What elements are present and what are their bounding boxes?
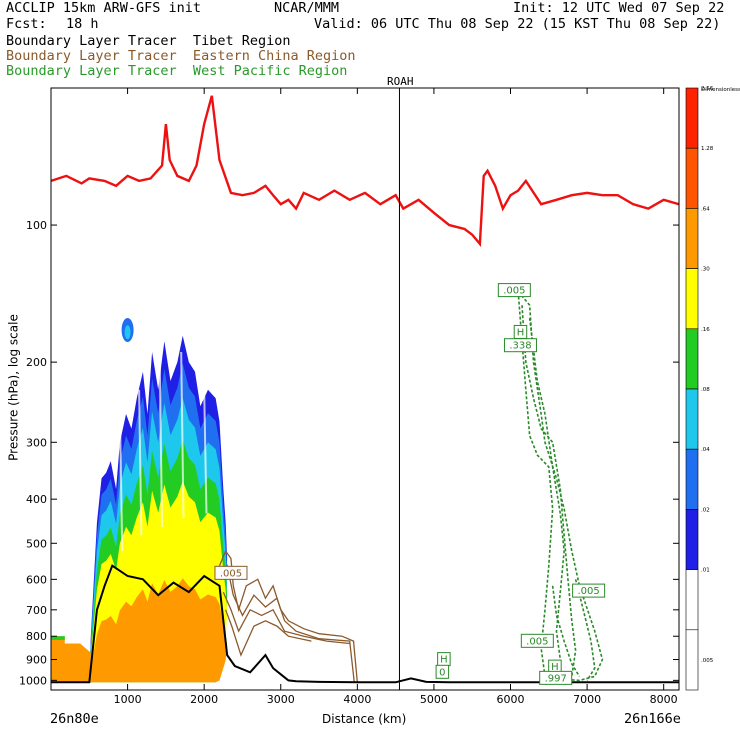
plume-gap-2	[158, 362, 164, 527]
y-tick-label-900: 900	[26, 654, 47, 667]
eastern-china-contour-2	[222, 591, 350, 645]
annotation-box-3	[214, 565, 248, 580]
colorbar-swatch-3	[685, 268, 699, 330]
x-tick-label-5000: 5000	[420, 693, 448, 706]
colorbar-swatch-9	[685, 629, 699, 691]
fcst-label: Fcst:	[6, 16, 47, 32]
colorbar-label-10: Dimensionless	[701, 87, 740, 93]
colorbar-swatch-4	[685, 328, 699, 390]
eastern-china-contour-1	[218, 563, 355, 683]
annotation-6: H	[440, 655, 448, 666]
fcst-value: 18 h	[66, 16, 99, 32]
legend-tibet: Boundary Layer Tracer Tibet Region	[6, 33, 291, 49]
west-pacific-contour-3	[528, 317, 565, 679]
y-tick-label-100: 100	[26, 219, 47, 232]
x-start-label: 26n80e	[50, 711, 99, 727]
annotation-4: .005	[577, 586, 599, 597]
y-tick-label-600: 600	[26, 573, 47, 586]
y-tick-label-1000: 1000	[19, 674, 47, 687]
plume-gap-4	[203, 389, 208, 514]
colorbar-label-8: 1.28	[701, 146, 714, 152]
eastern-china-contour-3	[225, 609, 312, 657]
terrain-line	[51, 564, 679, 684]
x-tick-label-1000: 1000	[114, 693, 142, 706]
colorbar-swatch-1	[685, 147, 699, 209]
annotation-3: .005	[220, 568, 242, 579]
annotation-box-5	[520, 633, 554, 648]
west-pacific-contour-4	[551, 585, 581, 677]
annotation-1: H	[517, 327, 525, 338]
annotation-box-4	[572, 583, 606, 598]
x-tick-label-2000: 2000	[190, 693, 218, 706]
plume-layer-5	[51, 578, 228, 683]
colorbar-label-7: .64	[701, 206, 710, 212]
plume-gap-0	[118, 413, 124, 552]
x-end-label: 26n166e	[624, 711, 681, 727]
annotation-9: .997	[545, 673, 567, 684]
y-tick-label-200: 200	[26, 356, 47, 369]
annotation-2: .338	[509, 341, 531, 352]
y-tick-label-700: 700	[26, 604, 47, 617]
west-pacific-contour-2	[521, 305, 577, 677]
plume-blob-core	[124, 325, 131, 340]
annotation-8: H	[551, 662, 559, 673]
valid-time: Valid: 06 UTC Thu 08 Sep 22 (15 KST Thu …	[314, 16, 721, 32]
west-pacific-contour-1	[517, 291, 554, 677]
x-tick-label-3000: 3000	[267, 693, 295, 706]
legend-west-pacific: Boundary Layer Tracer West Pacific Regio…	[6, 63, 348, 79]
org-label: NCAR/MMM	[274, 0, 340, 16]
west-pacific-contour-5	[574, 579, 596, 681]
surface-tracer-edge	[51, 636, 65, 640]
colorbar-label-4: .08	[701, 387, 710, 393]
colorbar-swatch-6	[685, 448, 699, 510]
legend-eastern-china: Boundary Layer Tracer Eastern China Regi…	[6, 48, 356, 64]
annotation-box-0	[497, 283, 531, 298]
tropopause-line	[51, 95, 679, 248]
annotation-box-7	[435, 664, 450, 679]
plume-gap-3	[180, 351, 185, 519]
init-time: Init: 12 UTC Wed 07 Sep 22	[513, 0, 725, 16]
colorbar-label-0: .005	[701, 658, 714, 664]
colorbar-label-9: 2.56	[701, 86, 714, 92]
colorbar-label-1: .01	[701, 568, 710, 574]
west-pacific-contour-0	[517, 291, 604, 682]
colorbar-label-6: .30	[701, 267, 710, 273]
surface-tracer-band	[51, 636, 91, 683]
y-tick-label-500: 500	[26, 537, 47, 550]
plume-gap-1	[138, 389, 143, 536]
colorbar-swatch-7	[685, 509, 699, 570]
colorbar-swatch-0	[685, 87, 699, 149]
annotation-5: .005	[526, 636, 548, 647]
y-axis-title: Pressure (hPa), log scale	[6, 314, 21, 461]
x-tick-label-8000: 8000	[650, 693, 678, 706]
colorbar-swatch-2	[685, 208, 699, 269]
annotation-box-2	[503, 338, 537, 353]
annotation-7: 0	[439, 667, 445, 678]
colorbar-label-3: .04	[701, 447, 710, 453]
roah-marker-label: ROAH	[387, 75, 414, 88]
x-tick-label-7000: 7000	[573, 693, 601, 706]
x-axis-title: Distance (km)	[322, 712, 407, 726]
colorbar-label-2: .02	[701, 507, 710, 513]
x-tick-label-4000: 4000	[343, 693, 371, 706]
y-tick-label-300: 300	[26, 436, 47, 449]
annotation-box-9	[539, 670, 573, 685]
y-tick-label-800: 800	[26, 630, 47, 643]
y-tick-label-400: 400	[26, 493, 47, 506]
plot-frame	[50, 87, 680, 691]
model-title: ACCLIP 15km ARW-GFS init	[6, 0, 202, 16]
x-tick-label-6000: 6000	[497, 693, 525, 706]
colorbar-swatch-5	[685, 388, 699, 450]
colorbar-label-5: .16	[701, 327, 710, 333]
annotation-0: .005	[503, 286, 525, 297]
colorbar-swatch-8	[685, 569, 699, 631]
